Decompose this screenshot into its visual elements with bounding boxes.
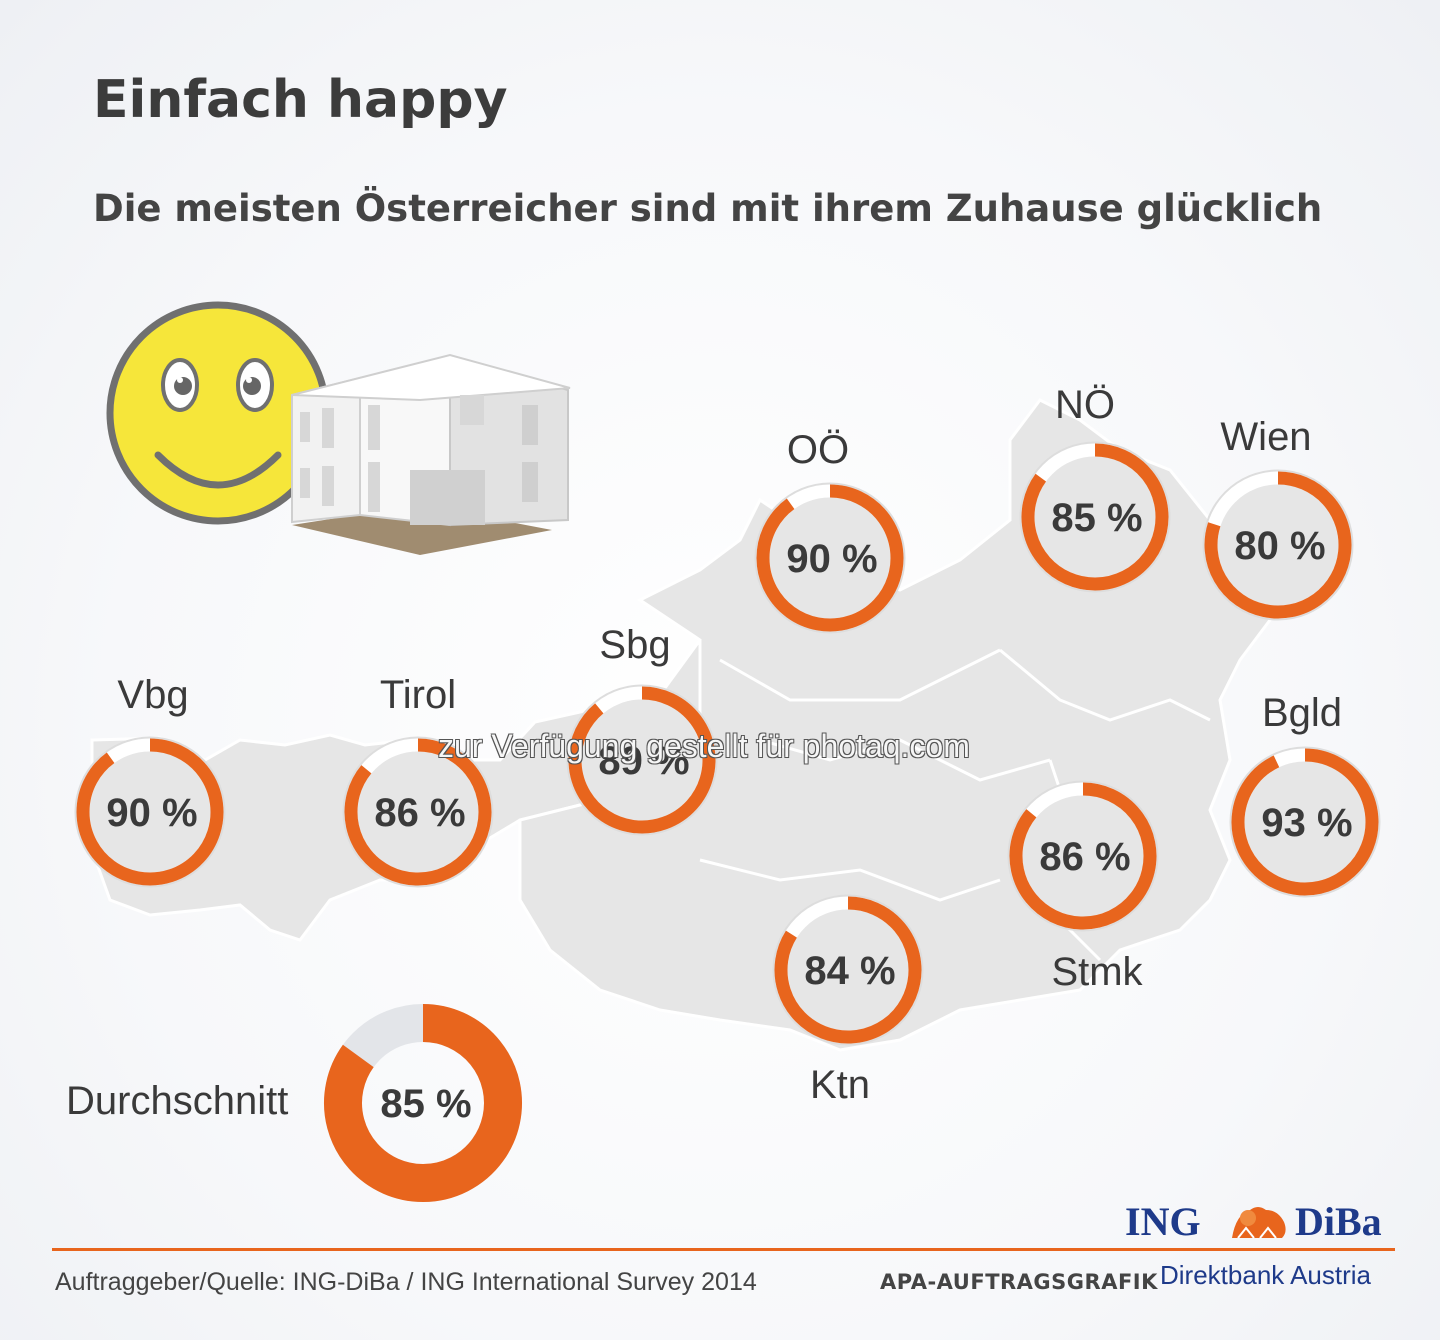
ring-value-noe: 85 % — [1051, 496, 1142, 540]
average-arc — [324, 1004, 522, 1202]
region-label-ooe: OÖ — [787, 428, 849, 472]
ring-center-ktn — [787, 909, 909, 1031]
ring-center-stmk — [1022, 795, 1144, 917]
ring-value-bgld: 93 % — [1261, 801, 1352, 845]
ring-center-bgld — [1244, 761, 1366, 883]
ring-group-stmk: 86 % Stmk — [1007, 780, 1159, 994]
ring-arc-sbg — [568, 686, 716, 834]
region-label-noe: NÖ — [1055, 383, 1115, 427]
region-rings: 90 % Vbg 86 % Tirol 89 % Sbg 90 % OÖ 85 % NÖ 80 % W… — [74, 383, 1381, 1107]
ring-value-sbg: 89 % — [598, 739, 689, 783]
austria-map-chart: 90 % Vbg 86 % Tirol 89 % Sbg 90 % OÖ 85 % NÖ 80 % W… — [66, 301, 1381, 1202]
region-label-sbg: Sbg — [599, 623, 670, 667]
ring-arc-bgld — [1231, 748, 1379, 896]
ring-center-tirol — [357, 751, 479, 873]
ring-group-noe: 85 % NÖ — [1019, 383, 1171, 593]
ring-arc-wien — [1204, 471, 1352, 619]
ring-center-ooe — [769, 497, 891, 619]
ring-group-bgld: 93 % Bgld — [1229, 691, 1381, 898]
ring-arc-ooe — [756, 484, 904, 632]
smiley-face-icon — [106, 301, 330, 525]
average-value: 85 % — [380, 1082, 471, 1126]
region-label-tirol: Tirol — [380, 673, 456, 717]
ring-arc-stmk — [1009, 782, 1157, 930]
page-title: Einfach happy — [93, 70, 508, 130]
footer-divider — [52, 1248, 1395, 1251]
ring-group-wien: 80 % Wien — [1202, 415, 1354, 621]
ring-group-sbg: 89 % Sbg — [566, 623, 718, 836]
region-label-ktn: Ktn — [810, 1063, 870, 1107]
apa-label: APA-AUFTRAGSGRAFIK — [880, 1270, 1158, 1294]
map-region-divider-2 — [759, 738, 1051, 782]
average-ring: 85 % Durchschnitt — [66, 1004, 522, 1202]
ring-group-ooe: 90 % OÖ — [754, 428, 906, 634]
page-subtitle: Die meisten Österreicher sind mit ihrem … — [93, 187, 1323, 230]
lion-icon — [1232, 1207, 1286, 1239]
ring-arc-ktn — [774, 896, 922, 1044]
map-region-divider-3 — [699, 858, 1001, 902]
ring-arc-tirol — [344, 738, 492, 886]
ring-group-ktn: 84 % Ktn — [772, 894, 924, 1107]
ring-center-vbg — [89, 751, 211, 873]
region-label-stmk: Stmk — [1051, 950, 1143, 994]
ring-value-ooe: 90 % — [786, 537, 877, 581]
ring-arc-noe — [1021, 443, 1169, 591]
map-region-divider-4 — [999, 648, 1211, 722]
region-label-bgld: Bgld — [1262, 691, 1342, 735]
ring-group-vbg: 90 % Vbg — [74, 673, 226, 888]
ring-value-stmk: 86 % — [1039, 835, 1130, 879]
house-icon — [291, 353, 571, 555]
ring-value-vbg: 90 % — [106, 791, 197, 835]
ring-arc-vbg — [76, 738, 224, 886]
ring-center-noe — [1034, 456, 1156, 578]
watermark-text: zur Verfügung gestellt für photaq.com — [438, 728, 970, 764]
ring-group-tirol: 86 % Tirol — [342, 673, 494, 888]
average-label: Durchschnitt — [66, 1079, 288, 1123]
region-label-wien: Wien — [1220, 415, 1311, 459]
ring-center-wien — [1217, 484, 1339, 606]
ring-value-ktn: 84 % — [804, 949, 895, 993]
logo-ing-text: ING — [1125, 1199, 1201, 1244]
ring-value-tirol: 86 % — [374, 791, 465, 835]
ring-center-sbg — [581, 699, 703, 821]
region-label-vbg: Vbg — [117, 673, 188, 717]
logo-diba-text: DiBa — [1295, 1199, 1382, 1244]
map-region-divider-1 — [719, 648, 1001, 702]
ring-value-wien: 80 % — [1234, 524, 1325, 568]
logo-subtitle: Direktbank Austria — [1160, 1260, 1371, 1290]
source-text: Auftraggeber/Quelle: ING-DiBa / ING Inte… — [55, 1268, 757, 1296]
